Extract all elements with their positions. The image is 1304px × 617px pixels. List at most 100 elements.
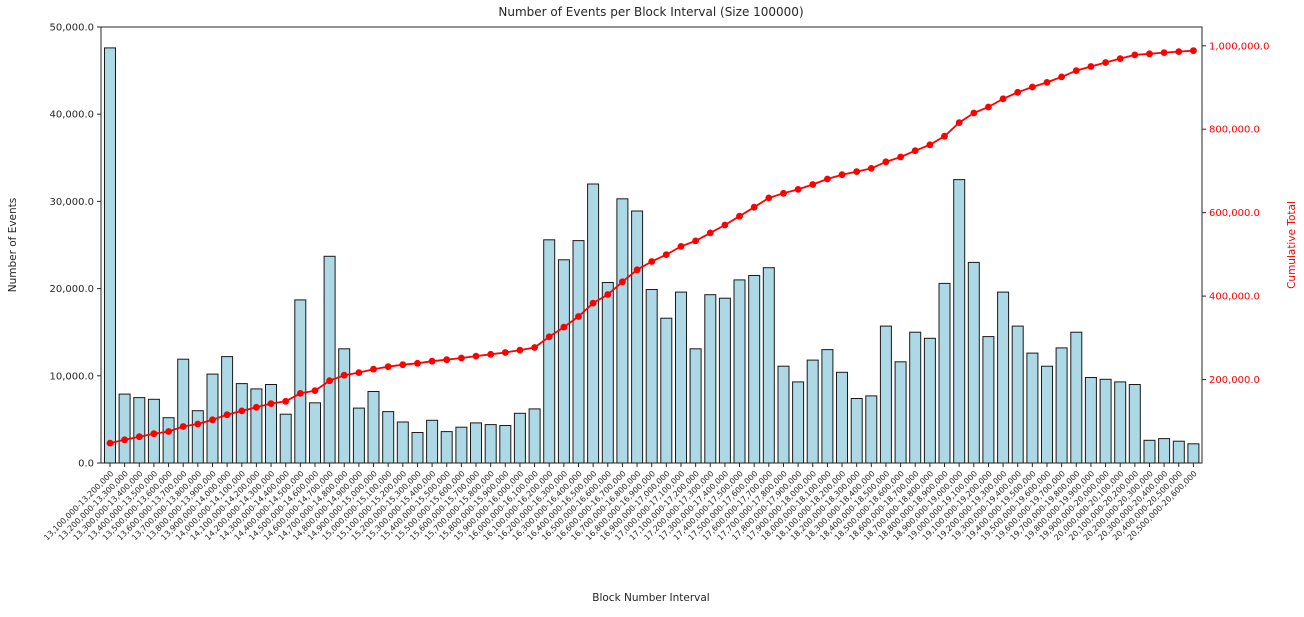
event-count-bar — [1099, 378, 1112, 464]
event-count-bar — [191, 410, 204, 464]
cumulative-point — [472, 352, 480, 360]
cumulative-point — [253, 403, 260, 411]
event-count-bar — [792, 381, 805, 464]
y2-tick-label: 800,000.0 — [1209, 125, 1260, 136]
event-count-bar — [953, 179, 966, 464]
cumulative-point — [458, 354, 465, 362]
event-count-bar — [894, 361, 907, 464]
cumulative-point — [384, 363, 392, 371]
event-count-bar — [104, 47, 116, 464]
cumulative-point — [1102, 59, 1109, 66]
event-count-bar — [265, 384, 277, 464]
cumulative-point — [560, 323, 568, 331]
cumulative-point — [194, 420, 202, 428]
event-count-bar — [279, 413, 292, 464]
cumulative-point — [853, 168, 861, 176]
cumulative-point — [867, 165, 875, 172]
cumulative-point — [414, 359, 421, 367]
event-count-bar — [660, 317, 673, 464]
cumulative-point — [897, 153, 904, 161]
cumulative-point — [1190, 47, 1197, 55]
event-count-bar — [162, 417, 175, 464]
event-count-bar — [338, 348, 351, 464]
event-count-bar — [689, 348, 702, 464]
y2-tick-label: 200,000.0 — [1209, 375, 1260, 386]
event-count-bar — [294, 299, 307, 464]
event-count-bar — [631, 210, 644, 464]
event-count-bar — [806, 359, 819, 464]
cumulative-point — [1072, 67, 1080, 74]
cumulative-line-layer — [106, 47, 1197, 447]
event-count-bar — [1041, 365, 1053, 464]
cumulative-point — [428, 357, 436, 365]
cumulative-point — [736, 212, 743, 220]
y-tick-label: 50,000.0 — [49, 23, 94, 34]
event-count-bar — [718, 297, 731, 464]
cumulative-point — [501, 349, 509, 356]
event-count-bar — [1070, 331, 1083, 464]
cumulative-point — [970, 109, 978, 117]
cumulative-point — [1014, 88, 1022, 96]
event-count-bar — [1011, 325, 1024, 464]
cumulative-point — [882, 158, 890, 166]
cumulative-point — [692, 237, 699, 245]
cumulative-point — [1087, 63, 1095, 70]
cumulative-point — [165, 428, 173, 435]
cumulative-point — [545, 333, 553, 341]
event-count-bar — [470, 422, 482, 464]
event-count-bar — [1026, 352, 1039, 464]
cumulative-point — [604, 291, 612, 298]
event-count-bar — [133, 397, 146, 464]
y2-tick-label: 1,000,000.0 — [1209, 41, 1269, 52]
cumulative-point — [516, 346, 524, 354]
y-axis-label: Number of Events — [7, 198, 19, 293]
cumulative-point — [487, 350, 495, 358]
y2-tick-label: 400,000.0 — [1209, 292, 1260, 303]
cumulative-point — [926, 141, 934, 149]
event-count-bar — [762, 267, 775, 464]
cumulative-point — [106, 439, 114, 447]
cumulative-point — [1116, 55, 1124, 62]
cumulative-point — [985, 103, 992, 111]
event-count-bar — [1084, 377, 1097, 464]
cumulative-point — [1160, 49, 1168, 56]
y-tick-label: 20,000.0 — [49, 284, 94, 295]
event-count-bar — [1172, 440, 1185, 464]
cumulative-point — [750, 203, 758, 211]
event-count-bar — [411, 432, 424, 464]
event-count-bar — [733, 279, 746, 464]
cumulative-point — [223, 411, 231, 419]
event-count-bar — [1055, 347, 1068, 464]
event-count-bar — [1128, 384, 1141, 464]
cumulative-point — [209, 416, 216, 424]
cumulative-point — [135, 433, 143, 441]
cumulative-point — [296, 390, 304, 397]
event-count-bar — [836, 371, 848, 464]
cumulative-point — [911, 147, 919, 155]
event-count-bar — [1187, 443, 1200, 464]
event-count-bar — [967, 261, 980, 464]
event-count-bar — [601, 282, 614, 464]
x-tick-labels-layer: 13,100,000-13,200,00013,200,000-13,300,0… — [42, 469, 1199, 542]
cumulative-point — [662, 251, 670, 258]
cumulative-point — [150, 430, 158, 438]
event-count-bar — [865, 395, 878, 464]
cumulative-point — [575, 313, 582, 320]
cumulative-point — [531, 344, 538, 351]
event-count-bar — [235, 383, 248, 464]
chart-title: Number of Events per Block Interval (Siz… — [498, 5, 803, 19]
cumulative-point — [677, 243, 685, 250]
event-count-bar — [997, 291, 1010, 464]
event-count-bar — [616, 198, 629, 464]
cumulative-point — [238, 407, 246, 415]
cumulative-point — [326, 377, 333, 385]
y-tick-label: 40,000.0 — [49, 110, 94, 121]
cumulative-point — [1131, 51, 1139, 59]
cumulative-point — [706, 229, 714, 237]
event-count-bar — [440, 431, 453, 464]
event-count-bar — [572, 240, 585, 464]
axis-ticks-layer: 0.0 10,000.0 20,000.0 30,000.0 40,000.0 50,00… — [49, 23, 1269, 470]
event-count-bar — [748, 275, 761, 464]
cumulative-point — [282, 397, 290, 405]
